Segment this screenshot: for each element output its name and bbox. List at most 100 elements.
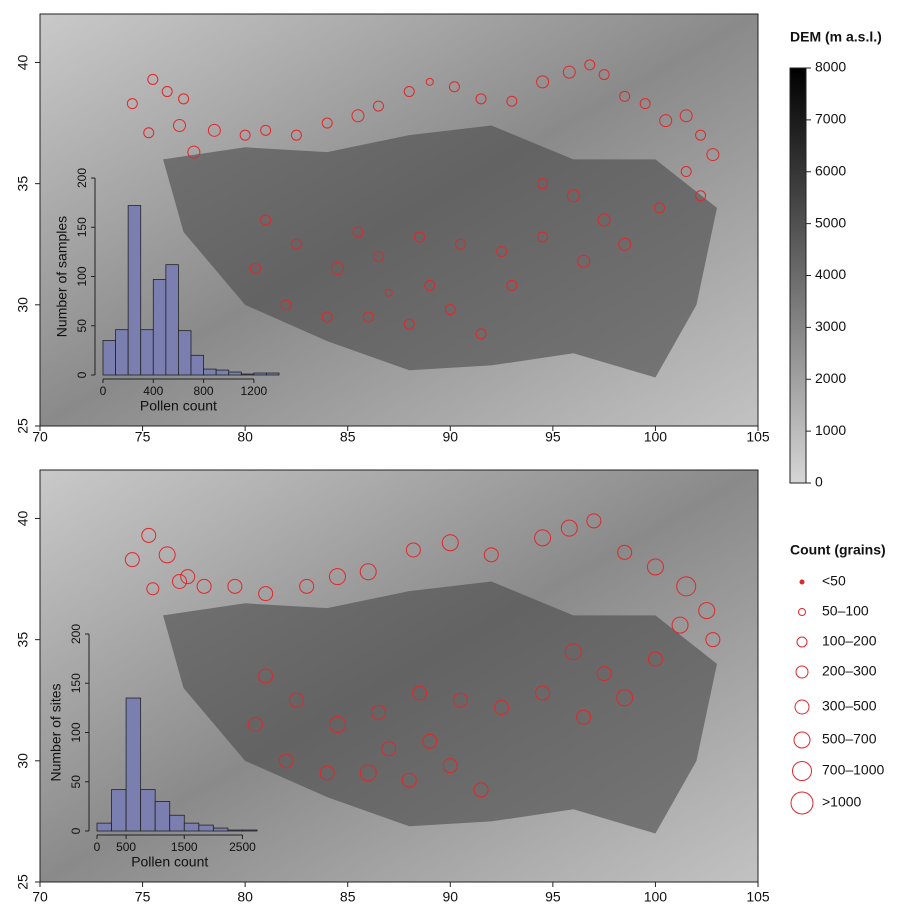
hist-x-tick-label: 400 bbox=[143, 384, 163, 398]
count-legend-title: Count (grains) bbox=[790, 542, 886, 558]
dem-tick-label: 1000 bbox=[815, 422, 846, 438]
histogram-bar bbox=[184, 823, 199, 831]
histogram-bar bbox=[170, 815, 185, 831]
figure: DEM (m a.s.l.) Count (grains) 70 75 80 85 90… bbox=[0, 0, 904, 914]
dem-tick-label: 3000 bbox=[815, 318, 846, 334]
hist-y-tick-label: 100 bbox=[75, 266, 89, 286]
legend-label: 700–1000 bbox=[822, 762, 885, 778]
x-tick-label: 80 bbox=[237, 889, 253, 905]
hist-y-tick-label: 150 bbox=[75, 217, 89, 237]
x-tick-label: 75 bbox=[135, 429, 151, 445]
histogram-bar bbox=[97, 823, 112, 831]
dem-tick-label: 4000 bbox=[815, 266, 846, 282]
dem-tick-label: 2000 bbox=[815, 370, 846, 386]
x-tick-label: 70 bbox=[32, 429, 48, 445]
histogram-bar bbox=[191, 355, 204, 375]
histogram-bar bbox=[213, 828, 228, 831]
histogram-bar bbox=[199, 825, 214, 831]
x-tick-label: 90 bbox=[442, 429, 458, 445]
dem-tick-label: 8000 bbox=[815, 59, 846, 75]
histogram-bar bbox=[128, 206, 141, 375]
x-tick-label: 80 bbox=[237, 429, 253, 445]
legend-label: <50 bbox=[822, 573, 846, 589]
hist-x-tick-label: 800 bbox=[194, 384, 214, 398]
x-tick-label: 75 bbox=[135, 889, 151, 905]
histogram-bar bbox=[216, 370, 229, 375]
histogram-bar bbox=[228, 830, 243, 831]
legend-circle bbox=[796, 666, 808, 678]
dem-tick-label: 7000 bbox=[815, 111, 846, 127]
histogram-bar bbox=[242, 830, 257, 831]
histogram-bar bbox=[155, 801, 170, 831]
legend-label: >1000 bbox=[822, 794, 862, 810]
y-tick-label: 30 bbox=[15, 753, 31, 769]
y-tick-label: 35 bbox=[15, 632, 31, 648]
histogram-bar bbox=[266, 373, 279, 375]
x-tick-label: 100 bbox=[644, 429, 668, 445]
x-tick-label: 95 bbox=[545, 889, 561, 905]
hist-y-tick-label: 50 bbox=[69, 775, 83, 789]
hist-y-tick-label: 50 bbox=[75, 319, 89, 333]
histogram-bar bbox=[166, 265, 179, 375]
x-tick-label: 90 bbox=[442, 889, 458, 905]
hist-y-label: Number of samples bbox=[54, 216, 70, 337]
x-tick-label: 105 bbox=[746, 889, 770, 905]
legend-circle bbox=[800, 580, 804, 584]
dem-colorbar bbox=[790, 68, 806, 483]
hist-y-label: Number of sites bbox=[48, 683, 64, 781]
y-tick-label: 40 bbox=[15, 510, 31, 526]
histogram-bar bbox=[204, 369, 217, 375]
dem-tick-label: 6000 bbox=[815, 162, 846, 178]
y-tick-label: 40 bbox=[15, 54, 31, 70]
x-tick-label: 70 bbox=[32, 889, 48, 905]
hist-x-tick-label: 2500 bbox=[229, 840, 256, 854]
y-tick-label: 25 bbox=[15, 874, 31, 890]
dem-legend-title: DEM (m a.s.l.) bbox=[790, 29, 882, 45]
hist-y-tick-label: 150 bbox=[69, 673, 83, 693]
y-tick-label: 30 bbox=[15, 297, 31, 313]
histogram-bar bbox=[116, 330, 129, 375]
hist-y-tick-label: 200 bbox=[75, 168, 89, 188]
hist-y-tick-label: 0 bbox=[69, 827, 83, 834]
hist-x-tick-label: 500 bbox=[116, 840, 136, 854]
legend-circle bbox=[797, 637, 807, 647]
dem-tick-label: 0 bbox=[815, 474, 823, 490]
x-tick-label: 105 bbox=[746, 429, 770, 445]
hist-y-tick-label: 0 bbox=[75, 371, 89, 378]
hist-x-tick-label: 0 bbox=[100, 384, 107, 398]
hist-x-tick-label: 0 bbox=[94, 840, 101, 854]
hist-x-label: Pollen count bbox=[140, 398, 217, 414]
y-tick-label: 35 bbox=[15, 176, 31, 192]
x-tick-label: 95 bbox=[545, 429, 561, 445]
legend-circle bbox=[793, 762, 812, 781]
x-tick-label: 100 bbox=[644, 889, 668, 905]
histogram-bar bbox=[112, 790, 127, 831]
histogram-bar bbox=[141, 790, 156, 831]
legend-label: 300–500 bbox=[822, 698, 877, 714]
legend-label: 500–700 bbox=[822, 731, 877, 747]
y-tick-label: 25 bbox=[15, 418, 31, 434]
legend-circle bbox=[799, 609, 806, 616]
histogram-bar bbox=[254, 373, 267, 375]
hist-x-tick-label: 1200 bbox=[241, 384, 268, 398]
histogram-bar bbox=[153, 279, 166, 375]
x-tick-label: 85 bbox=[340, 429, 356, 445]
histogram-bar bbox=[229, 372, 242, 375]
legend-label: 50–100 bbox=[822, 603, 869, 619]
hist-y-tick-label: 200 bbox=[69, 624, 83, 644]
histogram-bar bbox=[103, 341, 116, 375]
legend-label: 200–300 bbox=[822, 663, 877, 679]
hist-x-tick-label: 1500 bbox=[171, 840, 198, 854]
histogram-bar bbox=[178, 331, 191, 375]
histogram-bar bbox=[126, 698, 141, 831]
hist-y-tick-label: 100 bbox=[69, 722, 83, 742]
legend-circle bbox=[794, 732, 810, 748]
x-tick-label: 85 bbox=[340, 889, 356, 905]
histogram-bar bbox=[141, 330, 154, 375]
hist-x-label: Pollen count bbox=[131, 854, 208, 870]
histogram-bar bbox=[241, 374, 254, 375]
dem-tick-label: 5000 bbox=[815, 214, 846, 230]
legend-circle bbox=[791, 792, 813, 814]
legend-label: 100–200 bbox=[822, 633, 877, 649]
legend-circle bbox=[795, 700, 809, 714]
